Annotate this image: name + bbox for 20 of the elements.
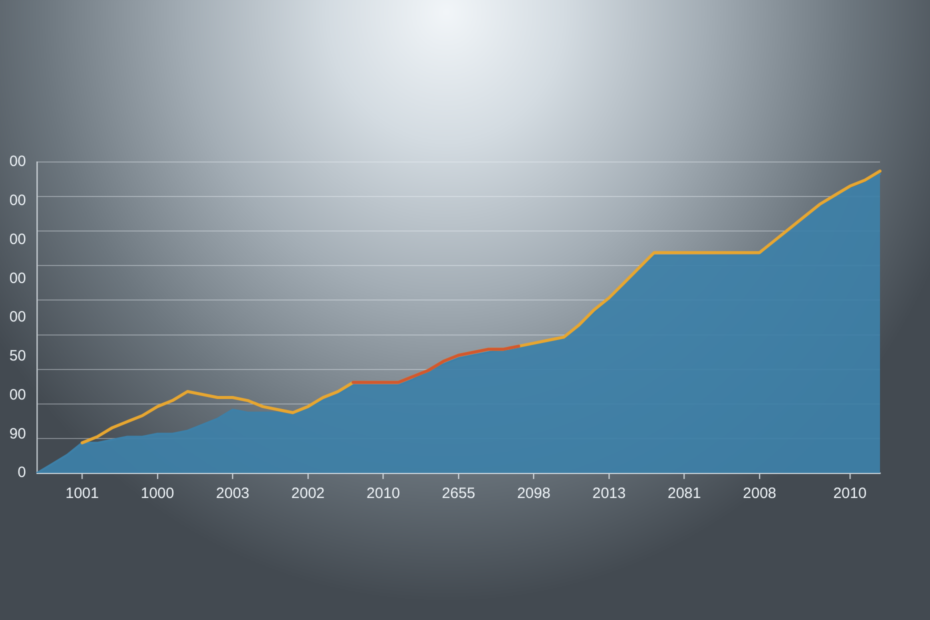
x-tick-label: 2002 — [291, 485, 325, 502]
text: 00 — [9, 192, 26, 210]
x-tick-label: 2003 — [216, 485, 250, 502]
x-tick-label: 2010 — [833, 485, 867, 502]
text: 50 — [9, 348, 26, 365]
x-tick-label: 1001 — [65, 485, 99, 502]
text: 90 — [9, 425, 26, 442]
text: 00 — [9, 386, 26, 404]
x-tick-label: 2010 — [366, 485, 400, 502]
text: 0 — [18, 464, 26, 482]
text: 00 — [9, 270, 26, 287]
x-tick-label: 1000 — [140, 485, 174, 502]
x-tick-label: 2655 — [442, 485, 476, 502]
x-tick-label: 2081 — [668, 485, 701, 502]
x-tick-label: 2013 — [592, 485, 626, 502]
text: 00 — [9, 230, 26, 248]
x-tick-label: 2098 — [517, 485, 550, 502]
text: 00 — [9, 308, 26, 326]
text: 00 — [9, 153, 26, 170]
x-tick-label: 2008 — [742, 485, 776, 502]
